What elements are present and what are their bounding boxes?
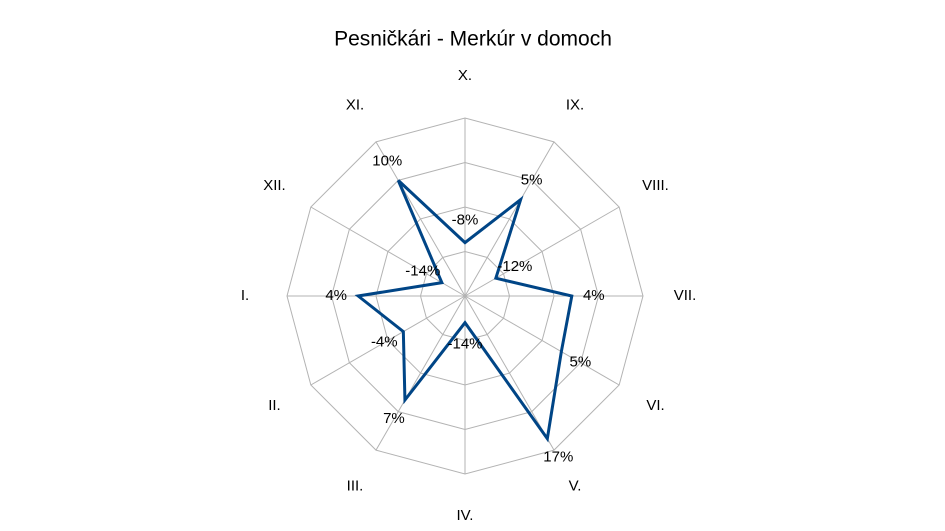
- spoke: [310, 295, 466, 386]
- value-label: -14%: [447, 336, 482, 353]
- category-label: IX.: [566, 96, 584, 113]
- value-label: 17%: [543, 449, 573, 466]
- value-label: -14%: [405, 263, 440, 280]
- category-label: X.: [458, 67, 472, 84]
- category-label: II.: [268, 397, 281, 414]
- chart-title: Pesničkári - Merkúr v domoch: [334, 28, 612, 51]
- category-label: VII.: [674, 287, 697, 304]
- category-label: IV.: [457, 507, 474, 524]
- value-label: -12%: [497, 258, 532, 275]
- value-label: 4%: [325, 287, 347, 304]
- category-label: V.: [569, 477, 582, 494]
- value-label: -8%: [452, 212, 479, 229]
- category-label: XII.: [263, 177, 286, 194]
- category-label: III.: [347, 477, 364, 494]
- spoke: [375, 295, 466, 451]
- spoke: [464, 206, 620, 297]
- category-label: VI.: [646, 397, 664, 414]
- series-line: [354, 179, 574, 443]
- value-label: 4%: [583, 287, 605, 304]
- category-label: VIII.: [642, 177, 669, 194]
- spoke: [464, 295, 620, 386]
- spoke: [464, 141, 555, 297]
- spoke: [310, 206, 466, 297]
- value-label: 7%: [383, 410, 405, 427]
- value-label: 5%: [521, 172, 543, 189]
- category-label: I.: [241, 287, 249, 304]
- value-label: 10%: [372, 152, 402, 169]
- spoke: [464, 295, 555, 451]
- value-label: -4%: [371, 334, 398, 351]
- value-label: 5%: [570, 354, 592, 371]
- spoke: [375, 141, 466, 297]
- category-label: XI.: [346, 96, 364, 113]
